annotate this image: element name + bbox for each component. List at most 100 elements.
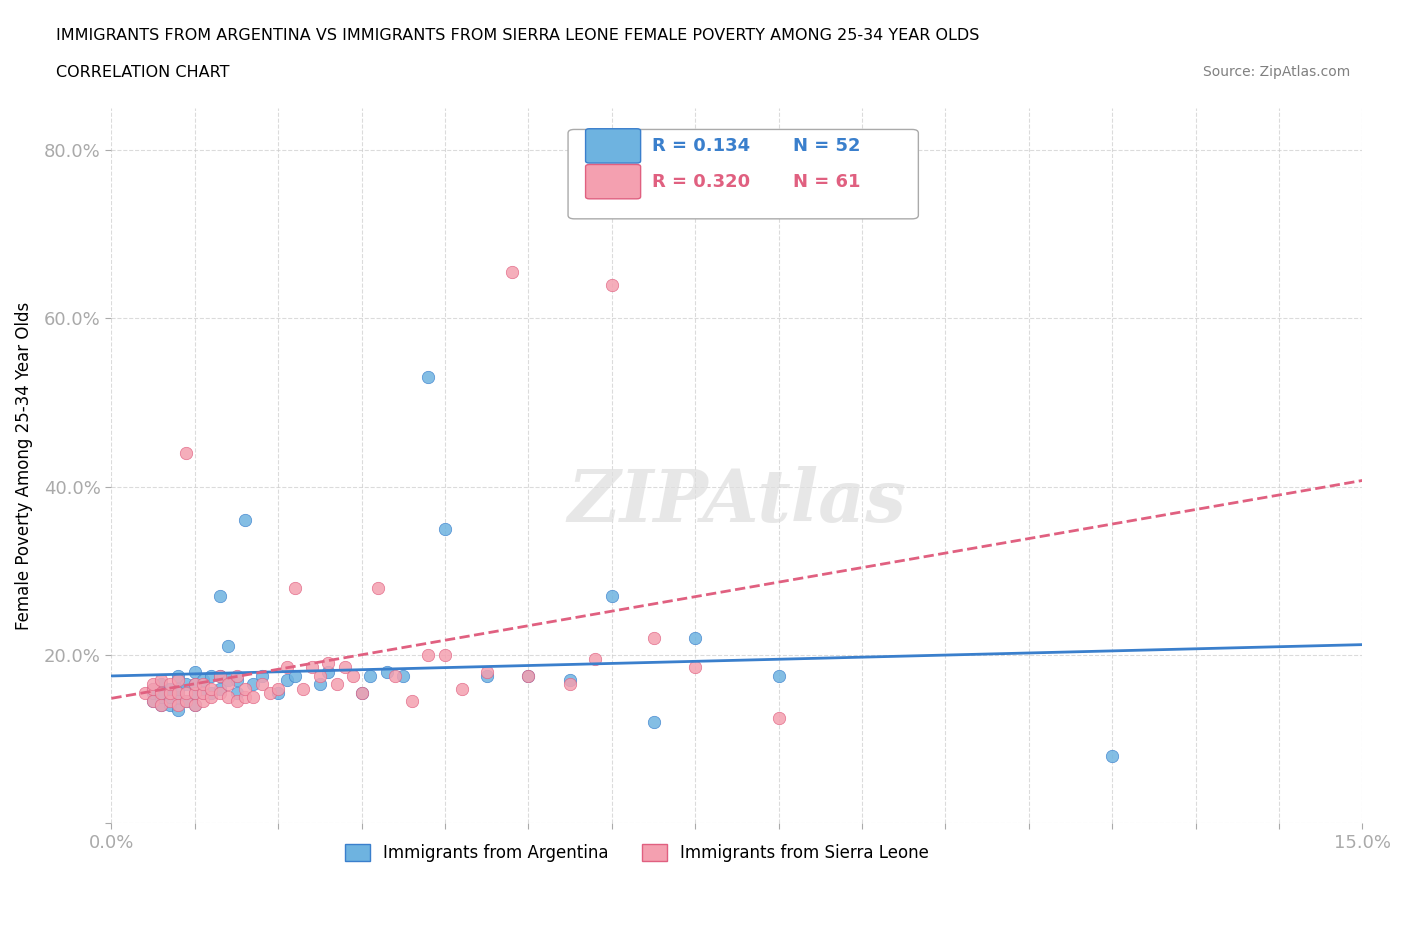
Point bbox=[176, 445, 198, 460]
Point bbox=[150, 677, 173, 692]
Point bbox=[325, 677, 347, 692]
Point bbox=[367, 580, 389, 595]
Point bbox=[284, 580, 307, 595]
Point bbox=[643, 631, 665, 645]
Point bbox=[159, 677, 181, 692]
Point bbox=[225, 694, 247, 709]
Point bbox=[583, 652, 606, 667]
Point bbox=[208, 681, 231, 696]
Point bbox=[316, 656, 339, 671]
Point bbox=[142, 694, 165, 709]
Point bbox=[225, 669, 247, 684]
Point bbox=[167, 672, 190, 687]
Point bbox=[184, 685, 207, 700]
Point bbox=[434, 521, 457, 536]
Point bbox=[167, 685, 190, 700]
Point bbox=[191, 685, 214, 700]
Point bbox=[284, 669, 307, 684]
Point bbox=[142, 685, 165, 700]
Point bbox=[184, 677, 207, 692]
Point bbox=[475, 669, 498, 684]
Point bbox=[150, 685, 173, 700]
Point bbox=[176, 685, 198, 700]
Point bbox=[208, 669, 231, 684]
Point bbox=[450, 681, 472, 696]
Point bbox=[159, 694, 181, 709]
Point bbox=[276, 672, 298, 687]
Point bbox=[276, 660, 298, 675]
Text: IMMIGRANTS FROM ARGENTINA VS IMMIGRANTS FROM SIERRA LEONE FEMALE POVERTY AMONG 2: IMMIGRANTS FROM ARGENTINA VS IMMIGRANTS … bbox=[56, 28, 980, 43]
Point bbox=[225, 672, 247, 687]
Point bbox=[142, 677, 165, 692]
Point bbox=[359, 669, 381, 684]
Point bbox=[150, 689, 173, 704]
FancyBboxPatch shape bbox=[568, 129, 918, 219]
Point bbox=[316, 664, 339, 679]
Point bbox=[768, 669, 790, 684]
Point bbox=[208, 669, 231, 684]
Point bbox=[150, 672, 173, 687]
Point bbox=[159, 689, 181, 704]
Point bbox=[643, 715, 665, 730]
Point bbox=[233, 681, 256, 696]
Point bbox=[309, 669, 332, 684]
Point bbox=[191, 694, 214, 709]
Point bbox=[176, 694, 198, 709]
Point bbox=[217, 639, 239, 654]
Point bbox=[517, 669, 540, 684]
Point bbox=[208, 685, 231, 700]
Y-axis label: Female Poverty Among 25-34 Year Olds: Female Poverty Among 25-34 Year Olds bbox=[15, 301, 32, 630]
Point bbox=[350, 685, 373, 700]
Point bbox=[159, 685, 181, 700]
Legend: Immigrants from Argentina, Immigrants from Sierra Leone: Immigrants from Argentina, Immigrants fr… bbox=[337, 837, 936, 869]
Point bbox=[501, 265, 523, 280]
Point bbox=[600, 589, 623, 604]
Point bbox=[250, 669, 273, 684]
Point bbox=[225, 685, 247, 700]
Point bbox=[418, 647, 440, 662]
Point bbox=[434, 647, 457, 662]
Point bbox=[200, 669, 222, 684]
Text: CORRELATION CHART: CORRELATION CHART bbox=[56, 65, 229, 80]
Point bbox=[350, 685, 373, 700]
Point bbox=[267, 685, 290, 700]
FancyBboxPatch shape bbox=[585, 128, 641, 163]
Point bbox=[208, 589, 231, 604]
Point bbox=[560, 677, 582, 692]
Text: Source: ZipAtlas.com: Source: ZipAtlas.com bbox=[1202, 65, 1350, 79]
Point bbox=[167, 698, 190, 712]
Point bbox=[600, 277, 623, 292]
Point bbox=[150, 698, 173, 712]
Point bbox=[191, 672, 214, 687]
Point bbox=[176, 694, 198, 709]
Text: N = 52: N = 52 bbox=[793, 137, 860, 155]
Point bbox=[683, 660, 706, 675]
Point bbox=[167, 702, 190, 717]
Point bbox=[200, 685, 222, 700]
Point bbox=[418, 370, 440, 385]
Point bbox=[292, 681, 315, 696]
Text: R = 0.134: R = 0.134 bbox=[652, 137, 749, 155]
Point bbox=[191, 677, 214, 692]
Point bbox=[217, 672, 239, 687]
Point bbox=[401, 694, 423, 709]
Point bbox=[184, 698, 207, 712]
Point bbox=[142, 681, 165, 696]
Point bbox=[184, 698, 207, 712]
Text: R = 0.320: R = 0.320 bbox=[652, 173, 749, 191]
Text: ZIPAtlas: ZIPAtlas bbox=[568, 466, 907, 537]
Point bbox=[217, 677, 239, 692]
Point bbox=[242, 677, 264, 692]
Point bbox=[375, 664, 398, 679]
Point bbox=[184, 677, 207, 692]
Point bbox=[142, 681, 165, 696]
Point bbox=[233, 689, 256, 704]
Point bbox=[392, 669, 415, 684]
Point bbox=[250, 677, 273, 692]
Point bbox=[267, 681, 290, 696]
Point bbox=[176, 677, 198, 692]
Point bbox=[142, 694, 165, 709]
Point bbox=[1101, 749, 1123, 764]
Point bbox=[159, 698, 181, 712]
Point bbox=[301, 660, 323, 675]
